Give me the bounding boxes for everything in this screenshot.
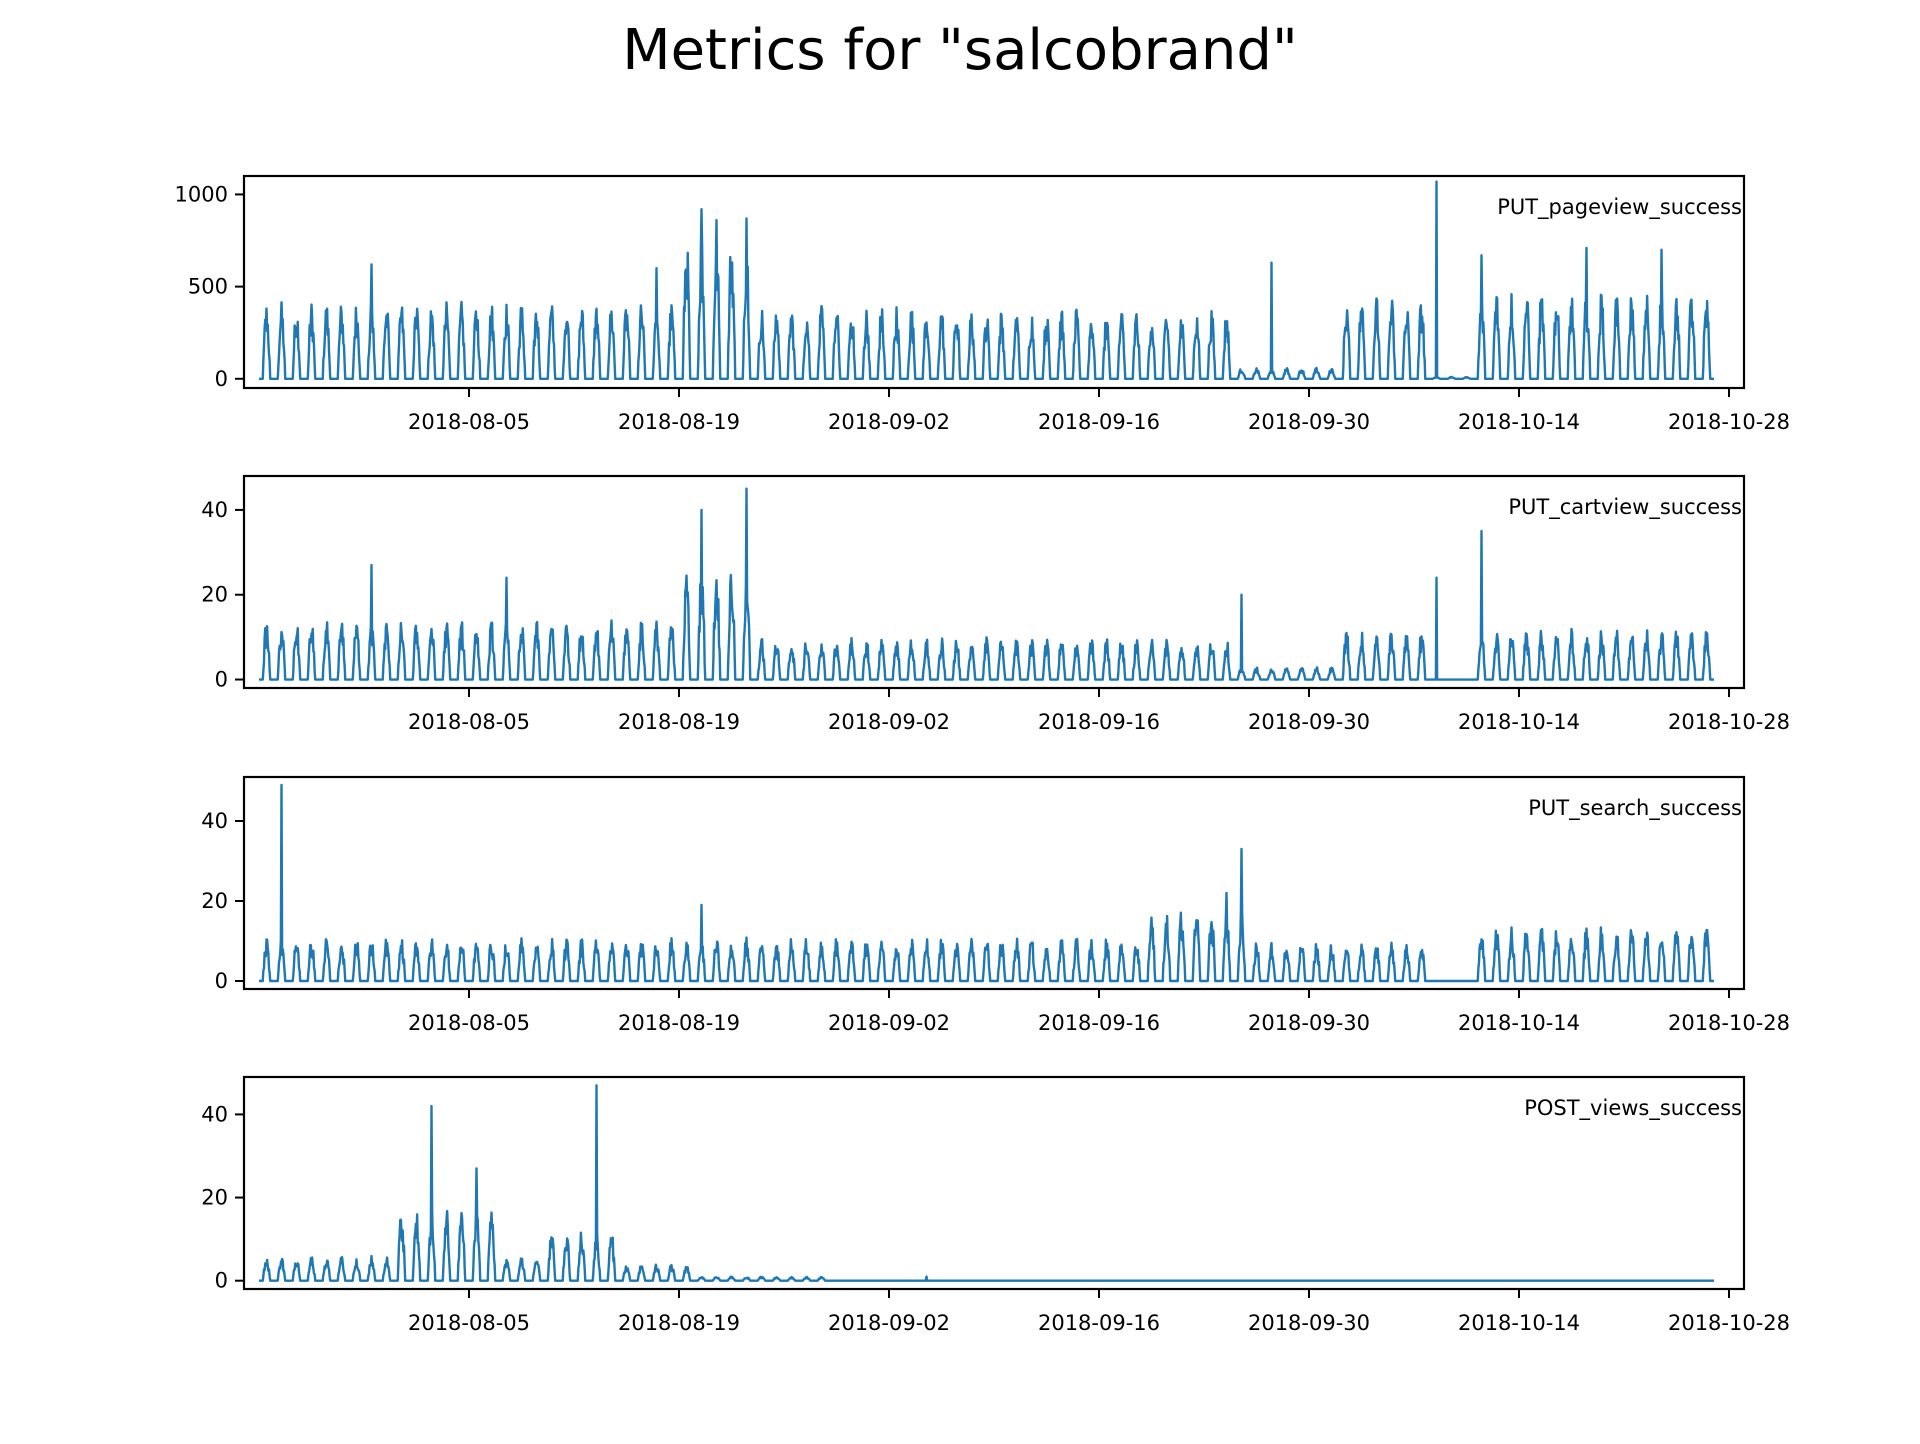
- y-tick-label: 1000: [175, 182, 228, 206]
- x-tick-label: 2018-08-19: [618, 710, 740, 734]
- x-tick-label: 2018-09-16: [1038, 410, 1160, 434]
- x-tick-label: 2018-08-05: [408, 1311, 530, 1335]
- x-tick-label: 2018-09-02: [828, 410, 950, 434]
- x-tick-label: 2018-10-28: [1668, 410, 1790, 434]
- legend-label: PUT_cartview_success: [1508, 495, 1742, 520]
- y-tick-label: 0: [215, 367, 228, 391]
- x-tick-label: 2018-09-16: [1038, 710, 1160, 734]
- legend-label: POST_views_success: [1524, 1096, 1742, 1121]
- subplot-4: 0 20 40 2018-08-05 2018-08-19 2018-09-02 2018-…: [201, 1075, 1790, 1335]
- x-tick-label: 2018-08-19: [618, 1011, 740, 1035]
- series-line-1: [258, 180, 1715, 380]
- x-tick-label: 2018-10-14: [1458, 1311, 1580, 1335]
- x-tick-label: 2018-09-30: [1248, 1011, 1370, 1035]
- x-tick-label: 2018-10-14: [1458, 710, 1580, 734]
- x-tick-label: 2018-09-30: [1248, 710, 1370, 734]
- y-tick-label: 40: [201, 498, 228, 522]
- x-tick-label: 2018-08-19: [618, 410, 740, 434]
- y-tick-label: 20: [201, 583, 228, 607]
- axes-frame: [242, 775, 1746, 991]
- x-tick-label: 2018-09-16: [1038, 1011, 1160, 1035]
- subplot-2: 0 20 40 2018-08-05 2018-08-19 2018-09-02 2018-…: [201, 474, 1790, 734]
- subplot-3: 0 20 40 2018-08-05 2018-08-19 2018-09-02 2018-…: [201, 775, 1790, 1035]
- x-tick-label: 2018-09-02: [828, 1311, 950, 1335]
- series-line-2: [258, 487, 1715, 681]
- x-tick-label: 2018-09-30: [1248, 410, 1370, 434]
- legend-label: PUT_pageview_success: [1497, 195, 1742, 220]
- y-tick-label: 0: [215, 1269, 228, 1293]
- y-tick-label: 500: [188, 275, 228, 299]
- series-line-4: [258, 1084, 1715, 1282]
- x-tick-label: 2018-09-16: [1038, 1311, 1160, 1335]
- axes-frame: [242, 174, 1746, 390]
- series-line-3: [258, 783, 1715, 983]
- x-tick-label: 2018-08-05: [408, 710, 530, 734]
- x-tick-label: 2018-10-14: [1458, 410, 1580, 434]
- legend-label: PUT_search_success: [1528, 796, 1742, 821]
- y-tick-label: 40: [201, 809, 228, 833]
- y-tick-label: 40: [201, 1102, 228, 1126]
- y-tick-label: 20: [201, 1186, 228, 1210]
- y-tick-label: 0: [215, 668, 228, 692]
- x-tick-label: 2018-10-28: [1668, 1311, 1790, 1335]
- figure-title: Metrics for "salcobrand": [622, 18, 1298, 83]
- x-tick-label: 2018-09-30: [1248, 1311, 1370, 1335]
- axes-frame: [242, 1075, 1746, 1291]
- x-tick-label: 2018-10-28: [1668, 1011, 1790, 1035]
- x-tick-label: 2018-08-05: [408, 1011, 530, 1035]
- x-tick-label: 2018-08-05: [408, 410, 530, 434]
- y-tick-label: 20: [201, 889, 228, 913]
- subplot-1: 0 500 1000 2018-08-05 2018-08-19 2018-09-02 20…: [175, 174, 1790, 434]
- x-tick-label: 2018-08-19: [618, 1311, 740, 1335]
- axes-frame: [242, 474, 1746, 690]
- x-tick-label: 2018-10-14: [1458, 1011, 1580, 1035]
- y-tick-label: 0: [215, 969, 228, 993]
- x-tick-label: 2018-09-02: [828, 1011, 950, 1035]
- x-tick-label: 2018-09-02: [828, 710, 950, 734]
- x-tick-label: 2018-10-28: [1668, 710, 1790, 734]
